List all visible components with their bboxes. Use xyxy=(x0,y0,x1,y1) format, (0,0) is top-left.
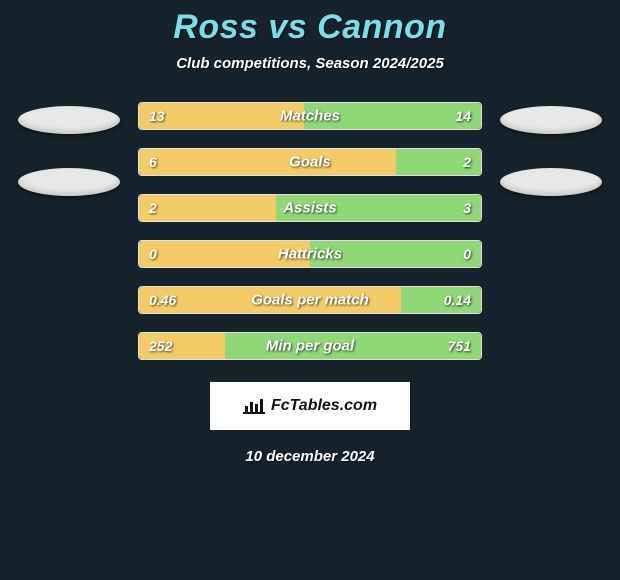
left-logo-column xyxy=(18,102,120,196)
comparison-card: Ross vs Cannon Club competitions, Season… xyxy=(0,0,620,465)
brand-badge: FcTables.com xyxy=(210,382,410,430)
stat-fill-right xyxy=(310,241,481,267)
stat-fill-right xyxy=(401,287,481,313)
stats-area: 1314Matches 62Goals 23Assists 00Hattricks 0.… xyxy=(0,102,620,360)
stat-fill-right xyxy=(276,195,481,221)
page-title: Ross vs Cannon xyxy=(173,8,446,47)
left-team-logo-secondary xyxy=(18,168,120,196)
date-text: 10 december 2024 xyxy=(245,448,374,465)
stat-fill-left xyxy=(139,287,401,313)
stat-bar: 23Assists xyxy=(138,194,482,222)
stat-bar: 0.460.14Goals per match xyxy=(138,286,482,314)
stat-bar: 1314Matches xyxy=(138,102,482,130)
stat-fill-left xyxy=(139,149,396,175)
right-team-logo xyxy=(500,106,602,134)
stat-bar: 62Goals xyxy=(138,148,482,176)
stat-fill-left xyxy=(139,103,304,129)
subtitle: Club competitions, Season 2024/2025 xyxy=(176,55,444,72)
right-logo-column xyxy=(500,102,602,196)
stat-fill-left xyxy=(139,333,225,359)
brand-chart-icon xyxy=(243,397,265,415)
brand-text: FcTables.com xyxy=(271,397,377,415)
stat-fill-right xyxy=(396,149,482,175)
stat-fill-left xyxy=(139,195,276,221)
stat-fill-left xyxy=(139,241,310,267)
right-team-logo-secondary xyxy=(500,168,602,196)
stat-bar: 00Hattricks xyxy=(138,240,482,268)
left-team-logo xyxy=(18,106,120,134)
stat-bars: 1314Matches 62Goals 23Assists 00Hattricks 0.… xyxy=(138,102,482,360)
stat-fill-right xyxy=(225,333,481,359)
stat-bar: 252751Min per goal xyxy=(138,332,482,360)
stat-fill-right xyxy=(304,103,481,129)
